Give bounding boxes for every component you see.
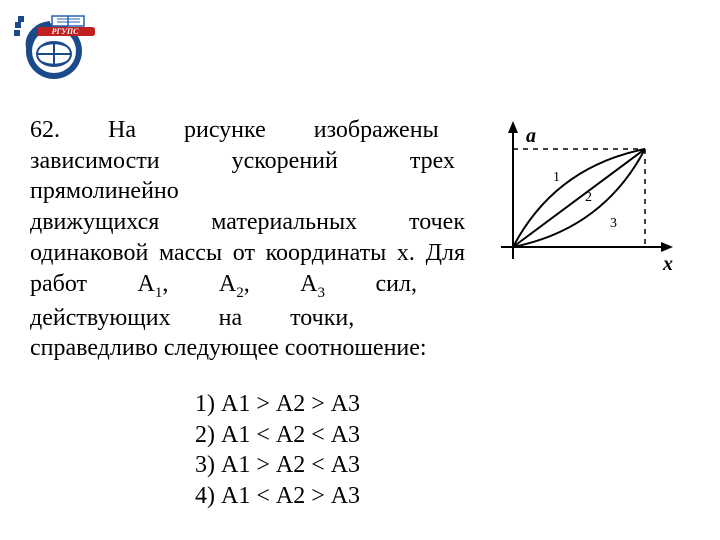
sub2: 2 — [236, 284, 244, 300]
logo: РГУПС — [12, 8, 97, 80]
content-area: 62. На рисунке изображены зависимости ус… — [30, 115, 700, 512]
curve-label-1: 1 — [553, 170, 560, 185]
question-row: 62. На рисунке изображены зависимости ус… — [30, 115, 700, 364]
svg-text:РГУПС: РГУПС — [52, 27, 80, 36]
answer-4: 4) А1 < А2 > А3 — [195, 481, 700, 512]
answer-3: 3) А1 > А2 < А3 — [195, 450, 700, 481]
x-axis-label: x — [662, 253, 673, 275]
question-part2: , А — [162, 271, 236, 297]
answers-block: 1) А1 > А2 > А3 2) А1 < А2 < А3 3) А1 > … — [195, 389, 700, 512]
curve-label-3: 3 — [610, 216, 617, 231]
y-axis-label: a — [526, 125, 536, 147]
sub3: 3 — [318, 284, 326, 300]
answer-1: 1) А1 > А2 > А3 — [195, 389, 700, 420]
curve-2 — [513, 149, 645, 247]
question-text: 62. На рисунке изображены зависимости ус… — [30, 115, 465, 364]
acceleration-graph: a x 1 2 3 — [485, 117, 680, 277]
answer-2: 2) А1 < А2 < А3 — [195, 420, 700, 451]
curve-label-2: 2 — [585, 190, 592, 205]
question-part3: , А — [244, 271, 318, 297]
